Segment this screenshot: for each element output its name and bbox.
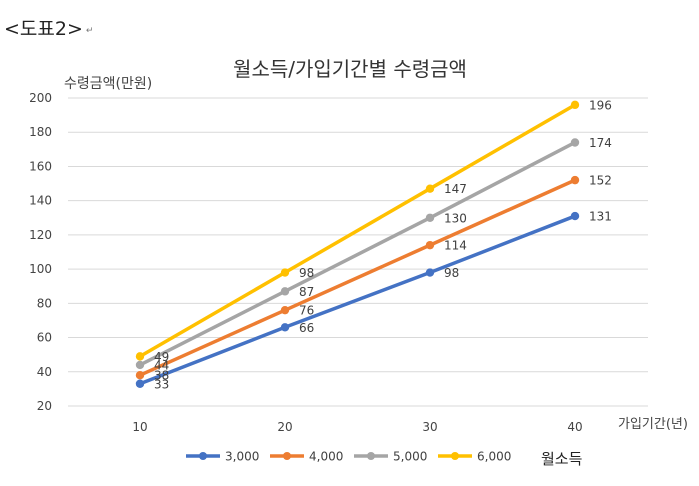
y-tick-label: 60 [37,331,52,345]
data-label: 114 [444,239,467,253]
data-point [570,138,580,147]
series-line [139,214,576,386]
data-label: 130 [444,211,467,225]
data-point [280,287,290,296]
y-tick-label: 160 [29,159,52,173]
y-axis-ticks: 20 40 60 80 100 120 140 160 180 200 [29,91,52,413]
data-label: 196 [589,98,612,112]
document-caption: <도표2> ↵ [4,14,93,41]
legend-label: 4,000 [309,450,343,464]
data-point [280,268,290,277]
y-tick-label: 80 [37,296,52,310]
legend: 3,000 4,000 5,000 6,000 [186,450,511,464]
legend-item: 3,000 [186,450,259,464]
data-label: 76 [299,304,314,318]
series-5000: 44 87 130 174 [135,136,612,372]
legend-marker [367,452,375,460]
data-label: 44 [154,358,169,372]
legend-marker [199,452,207,460]
series-line [139,103,576,358]
caption-text: <도표2> [4,18,83,40]
series-group: 33 66 98 131 38 76 114 152 44 87 130 174 49 98 147 196 [135,98,612,391]
legend-title: 월소득 [541,450,583,468]
legend-marker [283,452,291,460]
legend-item: 5,000 [354,450,427,464]
series-line [139,140,576,367]
y-tick-label: 20 [37,399,52,413]
data-point [135,371,145,380]
y-tick-label: 180 [29,125,52,139]
x-tick-label: 20 [277,420,292,434]
x-tick-label: 10 [132,420,147,434]
y-tick-label: 200 [29,91,52,105]
legend-label: 6,000 [477,450,511,464]
data-point [570,175,580,185]
x-tick-label: 40 [567,420,582,434]
data-label: 87 [299,285,314,299]
data-point [280,323,290,332]
data-point [280,305,290,315]
paragraph-mark-icon: ↵ [85,26,94,36]
data-label: 147 [444,182,467,196]
data-label: 38 [154,369,169,383]
y-tick-label: 100 [29,262,52,276]
x-axis-ticks: 10 20 30 40 [132,420,582,434]
data-point [570,211,580,221]
data-label: 174 [589,136,612,150]
data-point [425,184,435,193]
data-label: 33 [154,377,169,391]
data-label: 49 [154,350,169,364]
gridlines [68,97,648,407]
y-axis-label: 수령금액(만원) [64,76,152,92]
series-line [139,178,576,377]
series-6000: 49 98 147 196 [135,98,612,364]
data-label: 66 [299,321,314,335]
data-point [135,379,145,388]
x-tick-label: 30 [422,420,437,434]
y-tick-label: 140 [29,194,52,208]
legend-item: 4,000 [270,450,343,464]
data-point [425,213,435,222]
x-axis-label: 가입기간(년) [618,417,688,432]
chart-title: 월소득/가입기간별 수령금액 [233,57,467,81]
data-label: 152 [589,174,612,188]
y-tick-label: 120 [29,228,52,242]
series-4000: 38 76 114 152 [135,174,612,383]
y-tick-label: 40 [37,365,52,379]
legend-label: 5,000 [393,450,427,464]
legend-marker [451,452,459,460]
data-label: 98 [299,266,314,280]
data-label: 131 [589,210,612,224]
data-point [425,240,435,250]
data-point [135,360,145,370]
legend-label: 3,000 [225,450,259,464]
data-point [425,268,435,277]
data-label: 98 [444,266,459,280]
legend-item: 6,000 [438,450,511,464]
data-point [135,352,145,361]
series-3000: 33 66 98 131 [135,210,612,391]
data-point [570,100,580,110]
